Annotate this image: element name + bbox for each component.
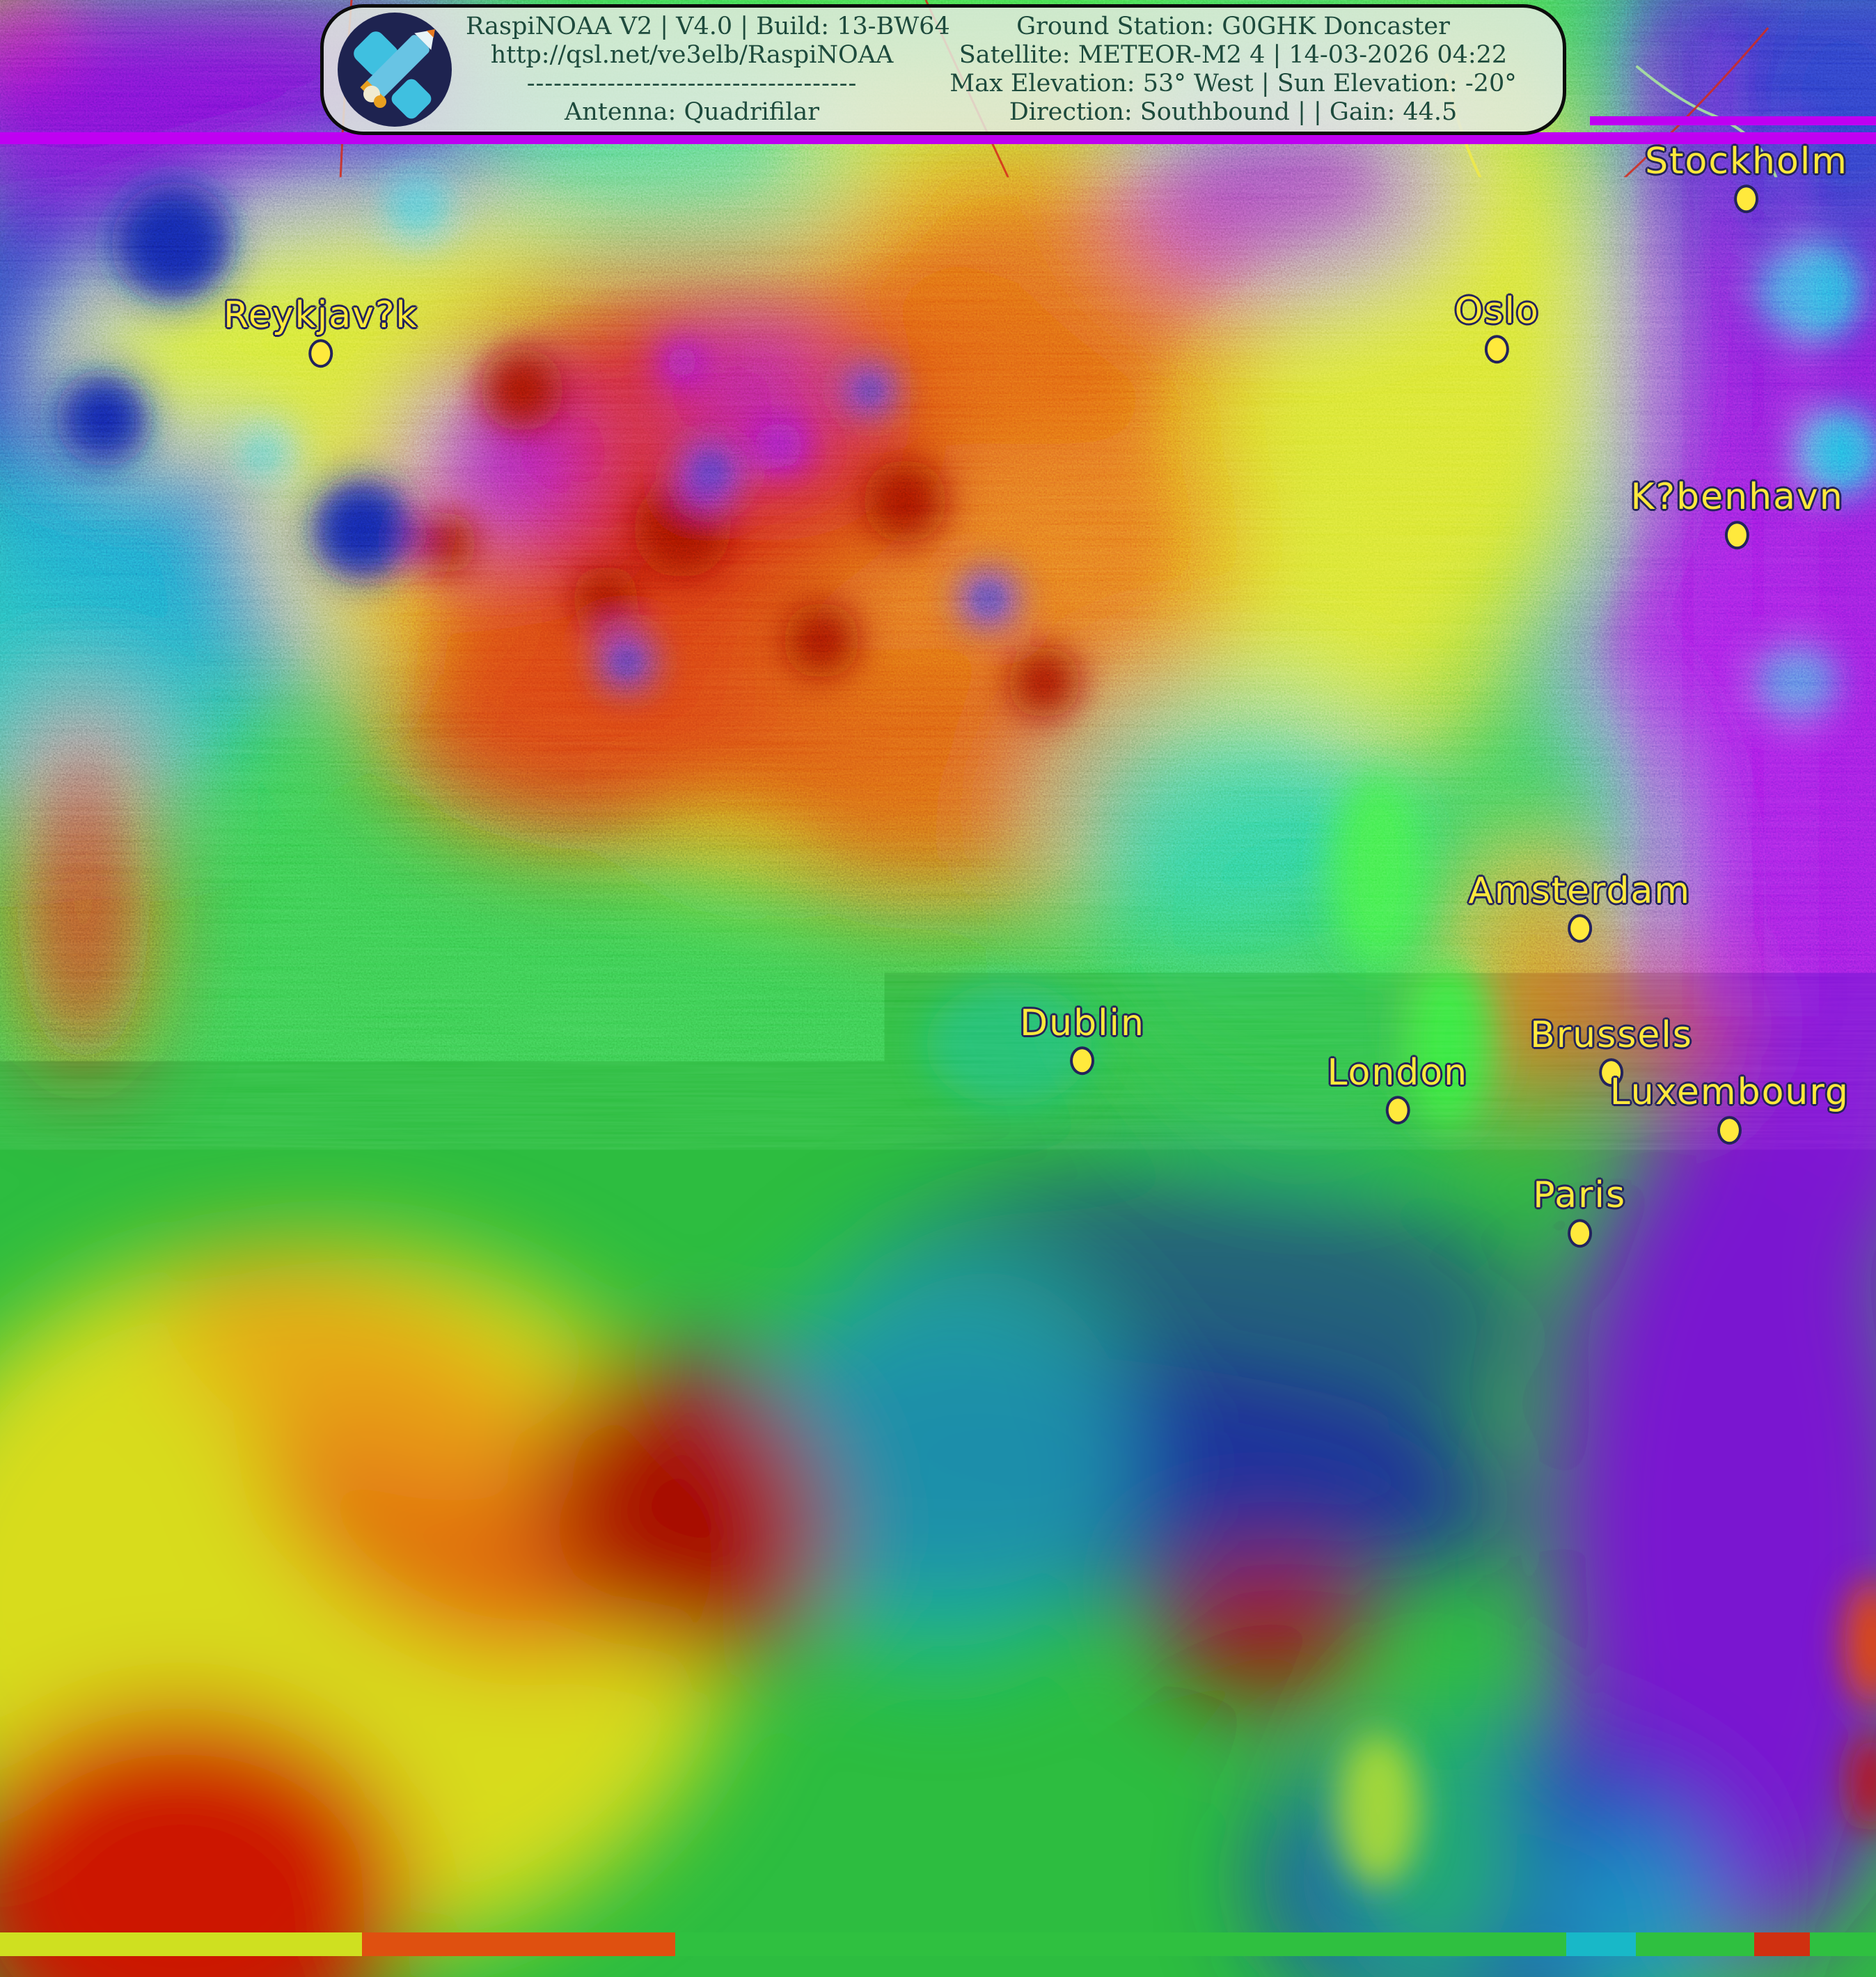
header-right-column: Ground Station: G0GHK Doncaster Satellit… [918,13,1548,127]
raspinoaa-satellite-logo-icon [336,10,454,129]
ground-station-marker-icon: + [1283,928,1318,977]
divider-line: ------------------------------------- [466,70,918,98]
satellite-line: Satellite: METEOR-M2 4 | 14-03-2026 04:2… [918,41,1548,70]
ground-station-line: Ground Station: G0GHK Doncaster [918,13,1548,41]
header-panel: RaspiNOAA V2 | V4.0 | Build: 13-BW64 htt… [320,4,1566,135]
satellite-thermal-map: + [0,0,1876,1977]
antenna-line: Antenna: Quadrifilar [466,98,918,127]
url-line: http://qsl.net/ve3elb/RaspiNOAA [466,41,918,70]
noise-scanline-overlay [0,0,1876,1977]
satellite-image-screenshot: + Stockholm Oslo Reykjav?k K?benhavn Amsterd… [0,0,1876,1977]
elevation-line: Max Elevation: 53° West | Sun Elevation:… [918,70,1548,98]
app-version-line: RaspiNOAA V2 | V4.0 | Build: 13-BW64 [466,13,918,41]
logo-wrap [324,10,466,129]
header-left-column: RaspiNOAA V2 | V4.0 | Build: 13-BW64 htt… [466,13,918,127]
bottom-green-strip [0,1971,289,1977]
direction-line: Direction: Southbound | | Gain: 44.5 [918,98,1548,127]
